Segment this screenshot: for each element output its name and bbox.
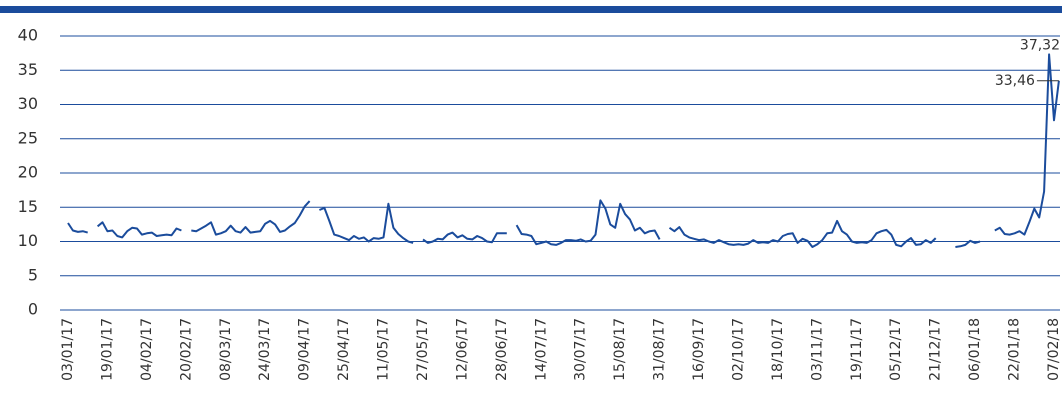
data-line bbox=[96, 221, 182, 239]
y-tick-label: 15 bbox=[18, 197, 38, 216]
x-tick-label: 18/10/17 bbox=[770, 318, 786, 381]
x-tick-label: 04/02/17 bbox=[139, 318, 155, 381]
x-tick-label: 20/02/17 bbox=[178, 318, 194, 381]
top-bar bbox=[0, 6, 1062, 13]
x-tick-label: 30/07/17 bbox=[573, 318, 589, 381]
data-line bbox=[994, 53, 1060, 236]
y-tick-label: 0 bbox=[28, 300, 38, 319]
y-tick-label: 30 bbox=[18, 94, 38, 113]
y-tick-label: 5 bbox=[28, 265, 38, 284]
x-tick-label: 03/01/17 bbox=[60, 318, 76, 381]
y-tick-label: 10 bbox=[18, 231, 38, 250]
y-tick-label: 25 bbox=[18, 128, 38, 147]
x-tick-label: 24/03/17 bbox=[257, 318, 273, 381]
y-tick-label: 35 bbox=[18, 60, 38, 79]
x-tick-label: 11/05/17 bbox=[376, 318, 392, 381]
x-tick-label: 15/08/17 bbox=[612, 318, 628, 381]
y-tick-label: 20 bbox=[18, 163, 38, 182]
data-line bbox=[67, 222, 88, 234]
x-tick-label: 12/06/17 bbox=[454, 318, 470, 381]
x-tick-label: 28/06/17 bbox=[494, 318, 510, 381]
x-tick-label: 21/12/17 bbox=[928, 318, 944, 381]
x-tick-label: 27/05/17 bbox=[415, 318, 431, 381]
y-tick-label: 40 bbox=[18, 26, 38, 45]
data-line bbox=[422, 231, 507, 244]
x-tick-label: 03/11/17 bbox=[809, 318, 825, 381]
data-line bbox=[319, 202, 414, 244]
value-label: 33,46 bbox=[995, 73, 1035, 89]
x-tick-label: 05/12/17 bbox=[888, 318, 904, 381]
data-line bbox=[955, 239, 981, 248]
x-tick-label: 19/01/17 bbox=[99, 318, 115, 381]
x-tick-label: 07/02/18 bbox=[1046, 318, 1062, 381]
x-tick-label: 16/09/17 bbox=[691, 318, 707, 381]
data-line bbox=[191, 200, 311, 236]
x-tick-label: 08/03/17 bbox=[218, 318, 234, 381]
value-label: 37,32 bbox=[1020, 37, 1060, 53]
x-tick-label: 06/01/18 bbox=[967, 318, 983, 381]
x-tick-label: 09/04/17 bbox=[297, 318, 313, 381]
x-tick-label: 19/11/17 bbox=[849, 318, 865, 381]
x-tick-label: 02/10/17 bbox=[730, 318, 746, 381]
x-tick-label: 25/04/17 bbox=[336, 318, 352, 381]
x-tick-label: 14/07/17 bbox=[533, 318, 549, 381]
data-line bbox=[515, 199, 661, 246]
data-line bbox=[668, 219, 937, 248]
x-tick-label: 31/08/17 bbox=[652, 318, 668, 381]
x-tick-label: 22/01/18 bbox=[1007, 318, 1023, 381]
